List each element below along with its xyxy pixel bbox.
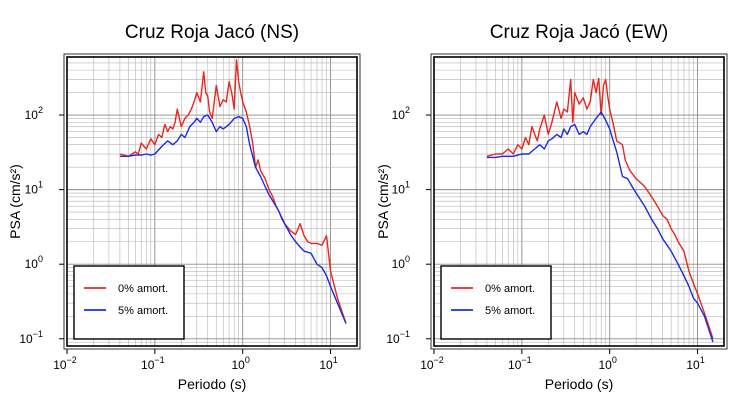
y-tick-label: 100 (392, 254, 410, 271)
chart-title: Cruz Roja Jacó (NS) (125, 22, 299, 43)
legend-label: 5% amort. (118, 305, 168, 317)
x-tick-label: 100 (232, 355, 250, 372)
y-tick-label: 101 (392, 180, 410, 197)
legend-box (440, 265, 552, 340)
y-axis-label: PSA (cm/s²) (375, 164, 391, 239)
series-line-blue (119, 114, 347, 324)
x-tick-label: 10−1 (141, 355, 165, 372)
y-tick-label: 102 (392, 105, 410, 122)
x-tick-label: 100 (599, 355, 617, 372)
x-tick-label: 101 (686, 355, 704, 372)
x-axis-label: Periodo (s) (178, 376, 246, 392)
chart-panel-ns: 10−2 10−1 100 101 10−1 100 101 102 Cruz Roja Jac… (7, 22, 361, 392)
plot-frame-outer (430, 53, 728, 350)
series-line-red (486, 77, 714, 340)
plot-frame-outer (63, 53, 361, 350)
legend-label: 5% amort. (485, 305, 535, 317)
x-tick-label: 10−2 (420, 355, 444, 372)
y-tick-label: 10−1 (386, 329, 410, 346)
plot-frame (66, 56, 358, 347)
legend-label: 0% amort. (485, 283, 535, 295)
legend: 0% amort. 5% amort. (73, 265, 185, 340)
y-axis-label: PSA (cm/s²) (7, 164, 23, 239)
x-tick-label: 10−1 (508, 355, 532, 372)
chart-title: Cruz Roja Jacó (EW) (490, 22, 668, 43)
series-line-red (119, 59, 347, 324)
x-tick-label: 101 (319, 355, 337, 372)
y-tick-label: 100 (25, 254, 43, 271)
legend: 0% amort. 5% amort. (440, 265, 552, 340)
y-tick-label: 102 (25, 105, 43, 122)
y-tick-label: 10−1 (19, 329, 43, 346)
series-line-blue (486, 111, 714, 343)
chart-panel-ew: 10−2 10−1 100 101 10−1 100 101 102 Cruz Roja Jac… (375, 22, 728, 392)
x-axis-label: Periodo (s) (545, 376, 613, 392)
legend-box (73, 265, 185, 340)
legend-label: 0% amort. (118, 283, 168, 295)
x-tick-label: 10−2 (53, 355, 77, 372)
y-tick-label: 101 (25, 180, 43, 197)
plot-frame (433, 56, 725, 347)
